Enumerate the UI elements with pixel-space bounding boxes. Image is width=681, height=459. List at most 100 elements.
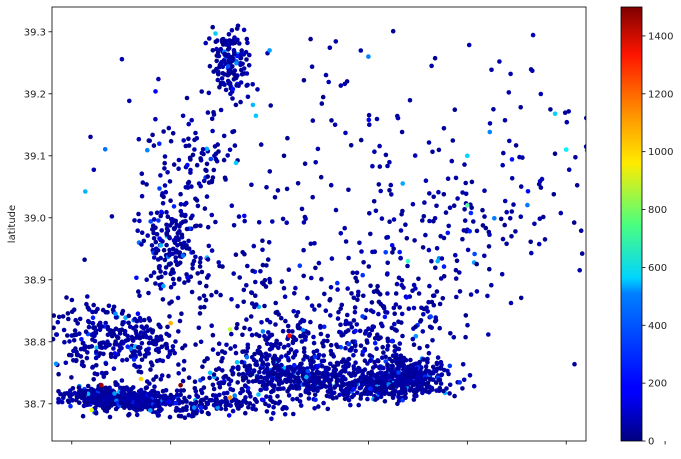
data-point [176,413,182,419]
data-point [80,340,86,346]
data-point [133,353,138,358]
data-point [420,390,425,396]
data-point [584,115,586,121]
data-point [423,232,428,238]
data-point [234,83,239,88]
data-point [284,186,290,192]
data-point [270,356,276,361]
data-point [344,79,350,84]
data-point [164,222,169,228]
data-point [351,392,357,398]
data-point [171,395,176,401]
data-point [398,228,404,233]
data-point [321,338,327,344]
data-point [175,295,181,301]
colorbar: 0 200 400 600 800 1000 1200 1400 [620,6,673,448]
data-point [165,324,170,330]
data-point [179,311,184,317]
data-point [134,275,139,281]
data-point [439,362,444,368]
data-point [236,214,242,219]
data-point [159,209,164,215]
data-point [313,397,318,403]
data-point [327,45,333,50]
data-point [206,243,212,249]
data-point [279,368,285,373]
data-point [337,392,342,398]
y-tick-label: 38.8 [24,337,46,348]
data-point [385,347,390,352]
data-point [134,364,139,370]
data-point [407,98,413,103]
data-point [201,151,206,157]
data-point [578,228,584,233]
data-point [203,297,209,303]
data-point [202,206,208,211]
data-point [106,400,111,406]
data-point [215,405,220,410]
data-point [205,356,210,362]
data-point [265,362,271,367]
data-point [201,293,207,299]
data-point [343,130,348,136]
data-point [501,150,506,156]
data-point [368,231,373,237]
data-point [548,107,553,112]
data-point [537,216,543,221]
data-point [361,293,366,299]
data-point [221,36,226,42]
data-point [141,238,147,244]
data-point [156,412,161,418]
data-point [256,220,262,225]
data-point [182,280,187,285]
data-point [101,405,106,411]
colorbar-tick-label: 400 [648,321,667,332]
data-point [158,213,163,219]
data-point [161,194,166,200]
y-tick-label: 39.0 [24,213,46,224]
data-point [137,335,143,341]
data-point [497,59,502,64]
data-point [328,361,333,367]
data-point [212,153,217,158]
data-point [265,372,271,378]
data-point [164,331,169,337]
data-point [351,364,357,369]
data-point-outlier [138,376,144,382]
data-point [260,238,265,243]
data-point [410,201,416,207]
data-point [157,141,162,146]
data-point [316,303,322,308]
colorbar-tick-label: 600 [648,263,667,274]
data-point [109,214,115,219]
data-point [350,270,356,276]
data-point [345,286,351,291]
data-point [271,405,276,410]
data-point [203,167,208,173]
data-point [137,218,142,224]
data-point [508,71,513,77]
data-point [394,328,399,333]
y-tick-label: 38.9 [24,275,46,286]
data-point [85,399,90,405]
data-point [518,105,523,110]
data-point [393,381,398,387]
data-point [219,358,224,364]
data-point [216,341,222,347]
data-point [199,269,205,275]
data-point [225,153,230,158]
data-point [210,48,216,53]
data-point [176,277,182,282]
data-point [216,260,221,265]
data-point [346,388,351,393]
data-point [377,292,383,297]
data-point [228,91,233,97]
data-point [301,273,307,279]
data-point [124,357,130,363]
data-point [209,116,215,122]
data-point [267,334,272,339]
data-point [339,302,345,308]
data-point [148,408,153,413]
data-point [311,334,316,340]
data-point [181,407,187,412]
